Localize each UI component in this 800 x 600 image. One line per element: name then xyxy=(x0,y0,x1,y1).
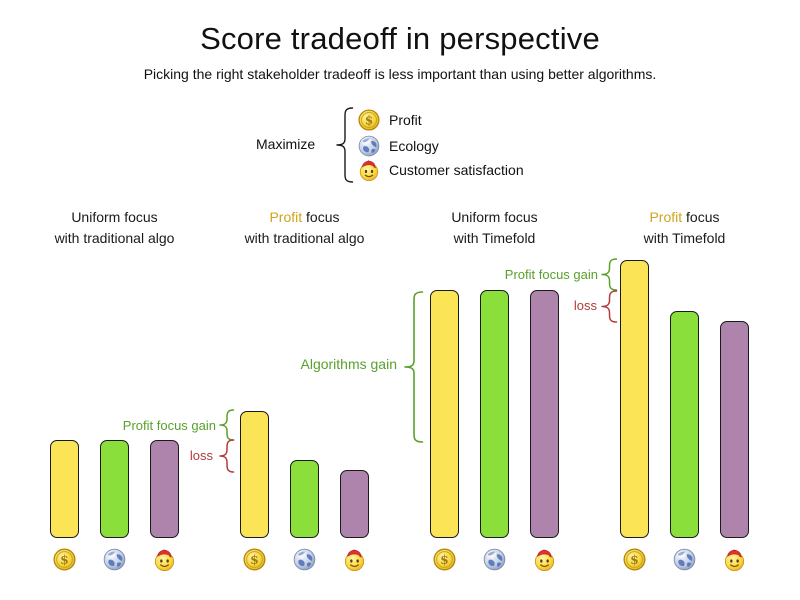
bar-profit xyxy=(240,411,269,538)
smiley-icon xyxy=(723,547,746,572)
group-header: Profit focus with Timefold xyxy=(643,209,726,246)
globe-icon xyxy=(483,547,506,572)
group-header-focus-word: Profit xyxy=(269,209,303,225)
smiley-icon xyxy=(358,158,380,182)
coin-icon xyxy=(243,547,266,572)
bar-customer-satisfaction xyxy=(720,321,749,538)
annotation-loss-traditional: loss xyxy=(189,448,213,463)
legend-row-profit: Profit xyxy=(358,108,422,132)
legend-label-profit: Profit xyxy=(389,112,422,128)
loss-brace-timefold xyxy=(601,290,618,323)
coin-icon xyxy=(358,109,380,131)
algorithms-gain-brace xyxy=(404,291,424,443)
bar-ecology xyxy=(480,290,509,538)
annotation-profit-focus-gain-timefold: Profit focus gain xyxy=(504,267,598,282)
bar-ecology xyxy=(100,440,129,538)
globe-icon xyxy=(673,547,696,572)
bar-profit xyxy=(430,290,459,538)
loss-brace-traditional xyxy=(219,439,235,473)
bar-profit xyxy=(50,440,79,538)
bar-customer-satisfaction xyxy=(530,290,559,538)
page-title: Score tradeoff in perspective xyxy=(200,21,600,56)
globe-icon xyxy=(293,547,316,572)
annotation-profit-focus-gain-traditional: Profit focus gain xyxy=(122,418,216,433)
coin-icon xyxy=(53,547,76,572)
globe-icon xyxy=(103,547,126,572)
coin-icon xyxy=(623,547,646,572)
bar-ecology xyxy=(670,311,699,538)
bar-customer-satisfaction xyxy=(150,440,179,538)
legend-brace xyxy=(336,107,354,183)
smiley-icon xyxy=(343,547,366,572)
annotation-loss-timefold: loss xyxy=(573,298,597,313)
group-header-focus-word: Uniform xyxy=(451,209,501,225)
smiley-icon xyxy=(153,547,176,572)
coin-icon xyxy=(433,547,456,572)
bar-profit xyxy=(620,260,649,538)
annotation-algorithms-gain: Algorithms gain xyxy=(300,356,398,372)
legend-row-customer-satisfaction: Customer satisfaction xyxy=(358,158,524,182)
gain-brace-timefold xyxy=(601,258,618,291)
gain-brace-traditional xyxy=(219,409,235,441)
legend-label-ecology: Ecology xyxy=(389,138,439,154)
legend-row-ecology: Ecology xyxy=(358,134,439,158)
bar-ecology xyxy=(290,460,319,538)
page-subtitle: Picking the right stakeholder tradeoff i… xyxy=(143,66,657,82)
smiley-icon xyxy=(533,547,556,572)
group-header: Uniform focus with traditional algo xyxy=(54,209,175,246)
group-header-focus-word: Profit xyxy=(649,209,683,225)
group-header-focus-word: Uniform xyxy=(71,209,121,225)
bar-customer-satisfaction xyxy=(340,470,369,538)
globe-icon xyxy=(358,135,380,157)
legend-maximize-label: Maximize xyxy=(256,136,316,152)
group-header: Profit focus with traditional algo xyxy=(244,209,365,246)
group-header: Uniform focus with Timefold xyxy=(451,209,538,246)
legend-label-customer-satisfaction: Customer satisfaction xyxy=(389,162,524,178)
